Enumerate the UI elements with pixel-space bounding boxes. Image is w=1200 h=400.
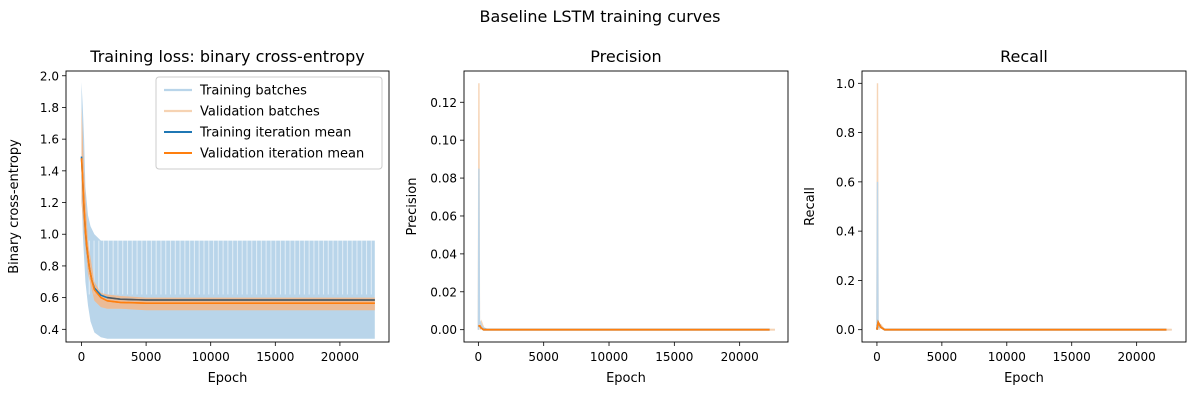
y-tick-label: 1.0: [836, 77, 855, 91]
y-axis-label: Precision: [405, 177, 420, 235]
x-tick-label: 15000: [1053, 350, 1091, 364]
y-tick-label: 0.2: [836, 274, 855, 288]
validation-mean-tail: [107, 300, 375, 304]
x-tick-label: 15000: [256, 350, 294, 364]
chart-panel-2: Precision Epoch Precision 0 5000 10000 15000 20…: [405, 47, 789, 386]
legend-frame: [155, 76, 383, 170]
x-tick-label: 10000: [988, 350, 1026, 364]
y-tick-label: 1.2: [40, 196, 59, 210]
legend-label: Validation batches: [200, 105, 320, 120]
x-axis-label: Epoch: [208, 371, 248, 386]
series-line-validation-iteration-mean: [876, 319, 1167, 331]
x-axis-label: Epoch: [606, 371, 646, 386]
y-tick-label: 2.0: [40, 69, 59, 83]
y-tick-label: 0.12: [430, 96, 457, 110]
y-tick-label: 0.6: [40, 291, 59, 305]
chart-title: Precision: [590, 47, 661, 66]
series-line-training-iteration-mean: [876, 319, 1167, 331]
x-tick-label: 15000: [655, 350, 693, 364]
y-tick-label: 1.6: [40, 133, 59, 147]
legend-label: Training iteration mean: [199, 126, 351, 141]
chart-title: Training loss: binary cross-entropy: [89, 47, 364, 66]
series-line-validation-iteration-mean: [478, 324, 770, 331]
y-tick-label: 0.8: [836, 126, 855, 140]
y-tick-label: 0.04: [430, 247, 457, 261]
chart-title: Recall: [1000, 47, 1048, 66]
y-tick-label: 0.4: [40, 323, 59, 337]
x-tick-label: 0: [475, 350, 483, 364]
y-tick-label: 0.8: [40, 259, 59, 273]
training-mean-overlap: [107, 296, 375, 301]
x-tick-label: 5000: [927, 350, 958, 364]
y-tick-label: 0.02: [430, 285, 457, 299]
series-band-training-batches: [81, 82, 375, 339]
x-tick-label: 20000: [721, 350, 759, 364]
x-tick-label: 0: [873, 350, 881, 364]
series-line-training-batches: [477, 168, 775, 331]
plot-area: [876, 83, 1172, 331]
y-tick-label: 0.08: [430, 172, 457, 186]
axes-frame: [861, 70, 1187, 343]
x-tick-label: 5000: [528, 350, 559, 364]
x-tick-label: 20000: [321, 350, 359, 364]
y-tick-label: 1.0: [40, 228, 59, 242]
legend: Training batches Validation batches Traini…: [155, 76, 383, 170]
series-line-validation-batches: [876, 83, 1172, 331]
plot-area: [80, 82, 375, 339]
figure-title: Baseline LSTM training curves: [480, 7, 721, 26]
y-tick-label: 1.4: [40, 164, 59, 178]
axes-frame: [463, 70, 789, 343]
y-tick-label: 1.8: [40, 101, 59, 115]
y-axis-label: Recall: [803, 187, 818, 226]
x-axis-label: Epoch: [1004, 371, 1044, 386]
y-tick-label: 0.6: [836, 175, 855, 189]
x-tick-label: 0: [78, 350, 86, 364]
series-line-validation-batches: [477, 83, 775, 331]
plot-area: [477, 83, 775, 331]
y-tick-label: 0.10: [430, 134, 457, 148]
axes-frame: [65, 70, 390, 343]
y-tick-label: 0.06: [430, 209, 457, 223]
y-axis-label: Binary cross-entropy: [7, 139, 22, 274]
legend-label: Validation iteration mean: [200, 147, 364, 162]
x-tick-label: 5000: [131, 350, 162, 364]
y-tick-label: 0.0: [836, 323, 855, 337]
legend-label: Training batches: [199, 84, 307, 99]
x-tick-label: 20000: [1118, 350, 1156, 364]
x-tick-label: 10000: [192, 350, 230, 364]
y-tick-label: 0.4: [836, 225, 855, 239]
y-tick-label: 0.00: [430, 323, 457, 337]
x-tick-label: 10000: [590, 350, 628, 364]
series-line-training-batches: [876, 181, 1172, 331]
chart-panel-3: Recall Epoch Recall 0 5000 10000 15000 20000 0.0…: [803, 47, 1187, 386]
chart-panel-1: Training loss: binary cross-entropy Epoch…: [7, 47, 390, 386]
